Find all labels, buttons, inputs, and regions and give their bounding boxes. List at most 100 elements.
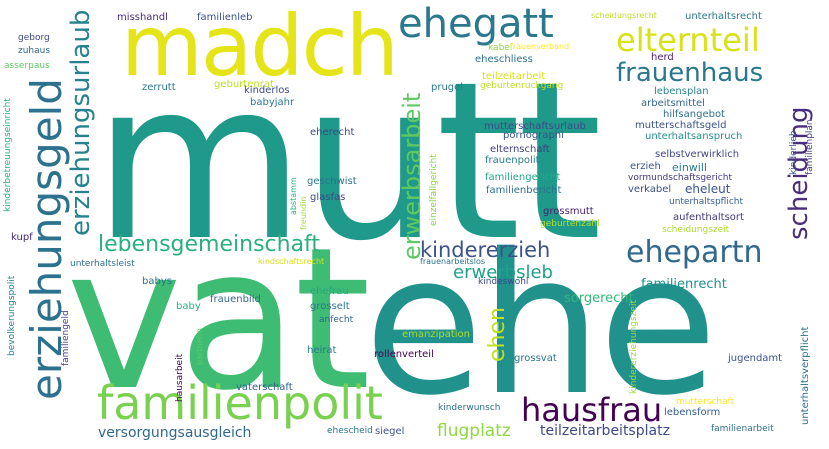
word-kindschaftsrecht: kindschaftsrecht xyxy=(258,257,325,266)
word-geburtenruckgang: geburtenruckgang xyxy=(480,81,564,91)
word-familienbericht: familienbericht xyxy=(486,185,562,196)
word-eherecht: eherecht xyxy=(310,127,355,138)
word-unterhaltsanspruch: unterhaltsanspruch xyxy=(645,131,743,142)
word-herd: herd xyxy=(651,52,674,63)
word-unterhaltsverpflicht: unterhaltsverpflicht xyxy=(800,326,811,425)
word-teilzeitarbeit: teilzeitarbeit xyxy=(482,71,546,82)
word-eheschliess: eheschliess xyxy=(475,54,533,65)
word-scheidungsrecht: scheidungsrecht xyxy=(591,11,657,20)
word-teilzeitarbeitsplatz: teilzeitarbeitsplatz xyxy=(540,423,670,439)
word-frauenarbeitslos: frauenarbeitslos xyxy=(420,257,486,266)
word-vaterschaft: vaterschaft xyxy=(236,382,293,393)
word-vat: vat xyxy=(66,206,371,434)
word-grosselt: grosselt xyxy=(310,301,350,312)
word-bevolkerungspolit: bevolkerungspolit xyxy=(7,275,17,356)
word-ehefrau: ehefrau xyxy=(310,286,349,297)
word-ehepartn: ehepartn xyxy=(626,235,763,270)
word-zuhaus: zuhaus xyxy=(18,46,51,56)
word-geborg: geborg xyxy=(18,33,50,43)
word-frauenbild: frauenbild xyxy=(210,294,261,305)
word-kinderlieb: kinderlieb xyxy=(789,130,799,175)
word-glasfas: glasfas xyxy=(310,192,346,203)
word-frauenverband: frauenverband xyxy=(510,42,570,51)
word-baby: baby xyxy=(176,301,201,312)
word-lebensform: lebensform xyxy=(664,407,721,418)
word-unterhaltsleist: unterhaltsleist xyxy=(70,259,135,269)
word-unterhaltsrecht: unterhaltsrecht xyxy=(685,11,762,22)
word-rollenverteil: rollenverteil xyxy=(374,349,434,360)
word-hausarbeit: hausarbeit xyxy=(175,353,185,402)
word-mutterschaft: mutterschaft xyxy=(676,397,735,407)
word-eheleut: eheleut xyxy=(685,182,731,196)
word-einwill: einwill xyxy=(672,161,707,174)
word-unterhaltspflicht: unterhaltspflicht xyxy=(669,197,744,207)
word-siegel: siegel xyxy=(375,426,405,437)
word-kindererzieh: kindererzieh xyxy=(420,238,551,262)
word-kinderwunsch: kinderwunsch xyxy=(438,403,501,413)
word-misshandl: misshandl xyxy=(117,12,168,23)
word-mutt: mutt xyxy=(93,36,602,289)
word-vormundschaftsgericht: vormundschaftsgericht xyxy=(628,173,732,183)
word-lebensgemeinschaft: lebensgemeinschaft xyxy=(98,232,321,257)
word-versorgungsausgleich: versorgungsausgleich xyxy=(98,425,252,441)
word-geburtenzahl: geburtenzahl xyxy=(540,219,600,229)
word-partnerin: partnerin xyxy=(195,328,204,365)
word-mutterschaftsurlaub: mutterschaftsurlaub xyxy=(484,121,586,132)
word-emanzipation: emanzipation xyxy=(402,329,471,340)
word-erwerbsleb: erwerbsleb xyxy=(453,262,553,283)
word-abstamm: abstamm xyxy=(289,177,298,215)
word-einzelfallgericht: einzelfallgericht xyxy=(429,154,439,226)
word-hilfsangebot: hilfsangebot xyxy=(663,109,725,120)
word-zerrutt: zerrutt xyxy=(142,82,176,93)
word-flugplatz: flugplatz xyxy=(437,421,511,441)
word-mutterschaftsgeld: mutterschaftsgeld xyxy=(635,120,727,131)
word-hausfrau: hausfrau xyxy=(521,391,663,429)
word-jugendamt: jugendamt xyxy=(728,353,783,364)
word-prugel: prugel xyxy=(431,82,464,93)
word-familiengericht: familiengericht xyxy=(485,172,561,183)
word-erzieh: erzieh xyxy=(630,161,661,172)
word-pornographi: pornographi xyxy=(503,130,564,141)
word-lebensplan: lebensplan xyxy=(654,86,709,97)
word-ehen: ehen xyxy=(485,307,510,362)
word-elternschaft: elternschaft xyxy=(490,144,550,155)
word-frauenhaus: frauenhaus xyxy=(616,58,764,88)
word-familienpolit: familienpolit xyxy=(97,376,383,430)
word-erwerbsarbeit: erwerbsarbeit xyxy=(398,92,426,260)
word-familienarbeit: familienarbeit xyxy=(711,424,774,434)
word-selbstverwirklich: selbstverwirklich xyxy=(655,149,740,160)
word-asserpaus: asserpaus xyxy=(4,61,50,71)
word-familienplan: familienplan xyxy=(805,119,815,175)
word-madch: madch xyxy=(121,0,399,95)
word-familiengeld: familiengeld xyxy=(61,310,71,366)
word-scheidungszeit: scheidungszeit xyxy=(662,225,730,235)
word-arbeitsmittel: arbeitsmittel xyxy=(641,98,705,109)
word-geburtenrat: geburtenrat xyxy=(214,79,274,90)
word-grossmutt: grossmutt xyxy=(543,206,594,217)
word-kinderbetreuungseinricht: kinderbetreuungseinricht xyxy=(3,98,13,212)
word-elternteil: elternteil xyxy=(616,21,760,59)
word-anfecht: anfecht xyxy=(319,315,354,325)
word-ehegatt: ehegatt xyxy=(398,1,554,47)
word-familienleb: familienleb xyxy=(197,12,253,23)
word-familienrecht: familienrecht xyxy=(641,277,727,292)
word-erziehungsurlaub: erziehungsurlaub xyxy=(66,9,96,236)
word-kindererziehungszeit: kindererziehungszeit xyxy=(629,300,639,394)
word-kindeswohl: kindeswohl xyxy=(478,277,529,287)
word-heirat: heirat xyxy=(307,345,337,356)
word-grossvat: grossvat xyxy=(514,353,557,364)
word-freundin: freundin xyxy=(299,196,308,230)
word-geschwist: geschwist xyxy=(307,176,357,187)
word-frauenpolit: frauenpolit xyxy=(485,155,540,166)
word-kabel: kabel xyxy=(488,43,513,53)
word-ehescheid: ehescheid xyxy=(327,426,373,436)
word-kinderlos: kinderlos xyxy=(244,85,290,96)
word-babys: babys xyxy=(142,276,172,287)
word-verkabel: verkabel xyxy=(628,184,672,195)
word-babyjahr: babyjahr xyxy=(250,97,295,108)
word-aufenthaltsort: aufenthaltsort xyxy=(673,212,744,223)
word-ehe: ehe xyxy=(364,212,718,438)
word-kupf: kupf xyxy=(11,232,33,243)
word-sorgerecht: sorgerecht xyxy=(564,291,634,306)
